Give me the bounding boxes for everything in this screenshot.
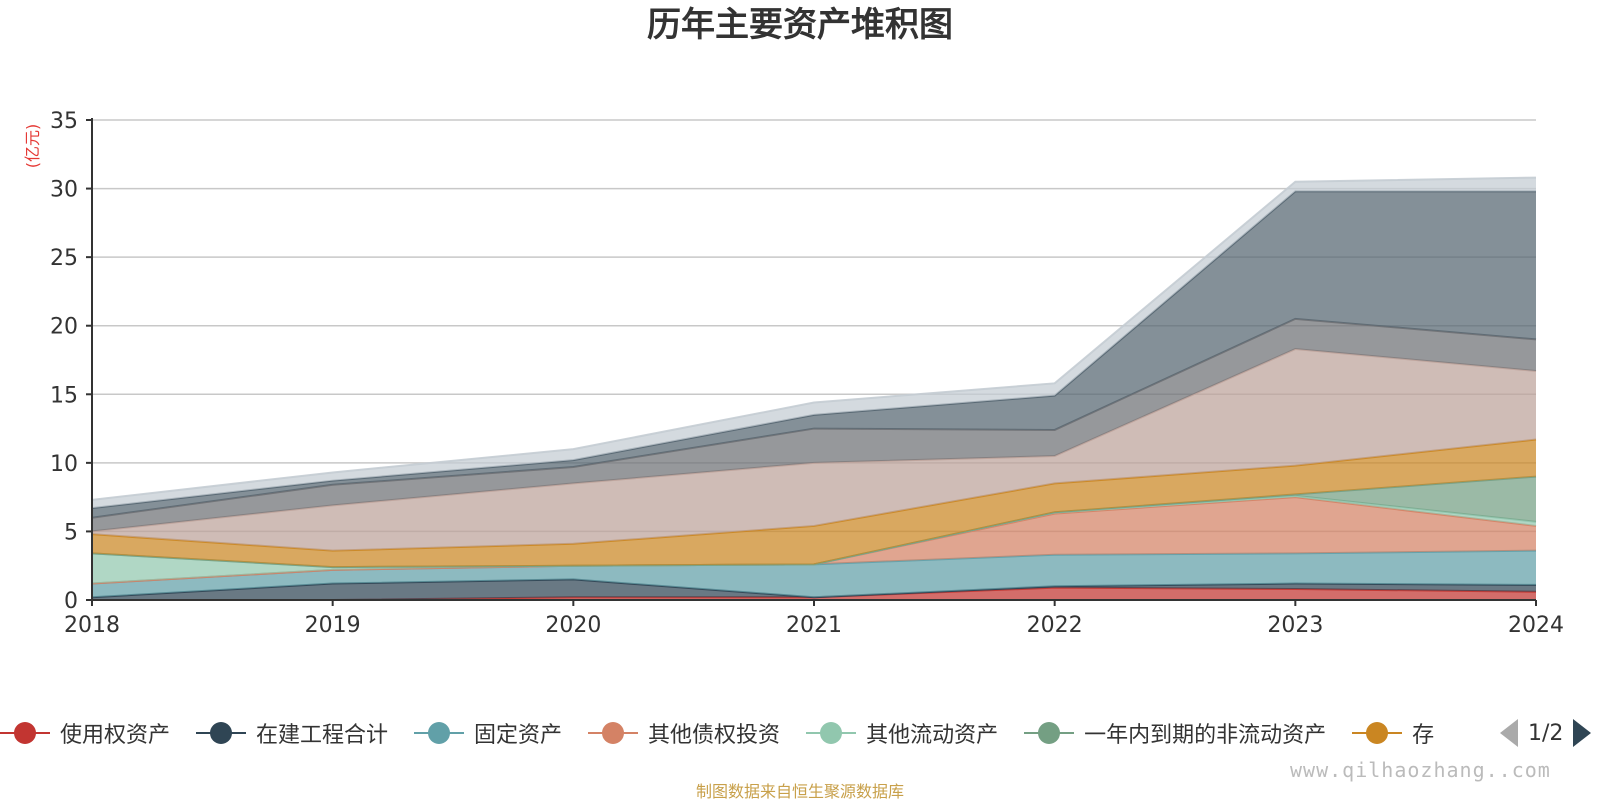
legend-marker-icon	[0, 721, 50, 745]
x-tick-label: 2018	[64, 613, 120, 638]
y-axis-unit-label: (亿元)	[23, 124, 42, 169]
data-source-note: 制图数据来自恒生聚源数据库	[695, 782, 904, 801]
y-tick-label: 0	[64, 589, 78, 614]
area-series-8[interactable]	[92, 318, 1536, 532]
legend-item-1[interactable]: 在建工程合计	[196, 717, 388, 749]
y-tick-label: 25	[50, 246, 78, 271]
y-tick-label: 30	[50, 178, 78, 203]
area-series-9[interactable]	[92, 191, 1536, 518]
legend-label: 存	[1412, 723, 1435, 748]
x-tick-label: 2020	[545, 613, 601, 638]
y-tick-label: 5	[64, 520, 78, 545]
legend-prev-page-icon[interactable]	[1500, 719, 1518, 747]
y-tick-label: 20	[50, 315, 78, 340]
legend-item-5[interactable]: 一年内到期的非流动资产	[1024, 717, 1326, 749]
area-series-3[interactable]	[92, 497, 1536, 584]
chart-title: 历年主要资产堆积图	[647, 5, 953, 45]
area-series-7[interactable]	[92, 349, 1536, 551]
legend-next-page-icon[interactable]	[1573, 719, 1592, 747]
legend-marker-icon	[1024, 721, 1075, 745]
area-series-4[interactable]	[92, 495, 1536, 584]
legend-marker-icon	[588, 721, 639, 745]
legend-item-4[interactable]: 其他流动资产	[806, 717, 998, 749]
legend-marker-icon	[806, 721, 857, 745]
legend-label: 一年内到期的非流动资产	[1084, 723, 1327, 748]
line-series-10	[91, 176, 1537, 501]
legend-label: 在建工程合计	[256, 723, 389, 748]
x-tick-label: 2024	[1508, 613, 1564, 638]
x-tick-label: 2021	[786, 613, 842, 638]
legend-page-indicator: 1/2	[1528, 720, 1564, 746]
legend-label: 使用权资产	[60, 723, 171, 748]
legend-item-2[interactable]: 固定资产	[414, 717, 562, 749]
legend: 使用权资产 在建工程合计 固定资产 其他债权投资 其他流动资产 一年内到期的非流动资产 存	[0, 713, 1500, 753]
x-tick-label: 2019	[305, 613, 361, 638]
legend-label: 其他债权投资	[648, 723, 781, 748]
legend-marker-icon	[196, 721, 247, 745]
legend-label: 固定资产	[474, 723, 563, 748]
legend-item-3[interactable]: 其他债权投资	[588, 717, 780, 749]
area-series-1[interactable]	[92, 579, 1536, 600]
legend-label: 其他流动资产	[866, 723, 999, 748]
area-series-2[interactable]	[92, 550, 1536, 598]
y-tick-label: 10	[50, 452, 78, 477]
legend-item-6[interactable]: 存	[1352, 717, 1434, 749]
y-tick-label: 35	[50, 109, 78, 134]
legend-marker-icon	[414, 721, 465, 745]
legend-pager: 1/2	[1500, 713, 1600, 753]
area-series-0[interactable]	[92, 587, 1536, 600]
legend-marker-icon	[1352, 721, 1403, 745]
legend-item-0[interactable]: 使用权资产	[0, 717, 170, 749]
x-tick-label: 2023	[1267, 613, 1323, 638]
area-series-6[interactable]	[92, 439, 1536, 568]
x-tick-label: 2022	[1027, 613, 1083, 638]
watermark: www.qilhaozhang..com	[1290, 758, 1551, 782]
y-tick-label: 15	[50, 383, 78, 408]
